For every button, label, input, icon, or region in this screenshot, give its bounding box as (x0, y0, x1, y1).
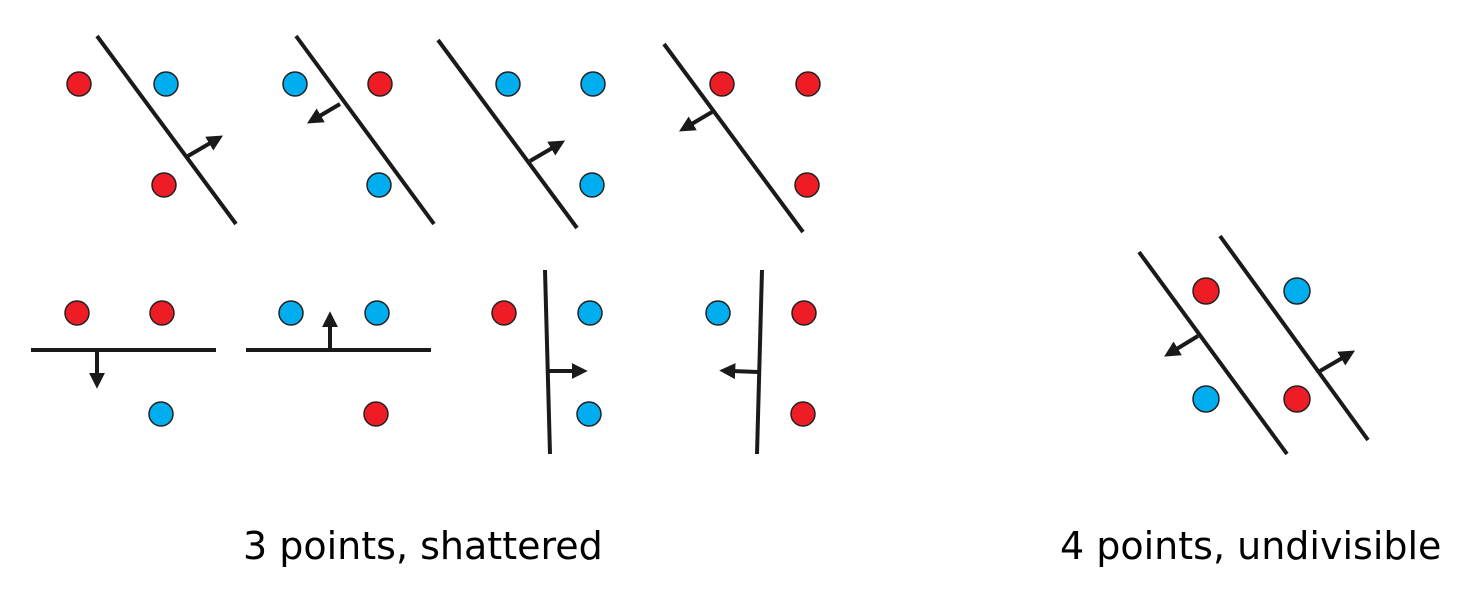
undivisible-config (1137, 234, 1370, 456)
point-blue (364, 300, 390, 326)
caption-shattered: 3 points, shattered (243, 524, 603, 568)
point-red (363, 401, 389, 427)
point-blue (282, 71, 308, 97)
point-blue (366, 172, 392, 198)
separating-line (755, 269, 764, 455)
point-red (791, 300, 817, 326)
shatter-config-4 (662, 42, 821, 234)
point-blue (153, 71, 179, 97)
separating-line (294, 34, 436, 226)
shatter-config-8 (705, 269, 817, 455)
point-blue (579, 172, 605, 198)
point-red (367, 71, 393, 97)
normal-arrow-icon (528, 140, 566, 163)
point-red (790, 401, 816, 427)
shatter-config-3 (436, 38, 606, 230)
shatter-config-7 (491, 269, 603, 455)
separating-line (543, 269, 552, 455)
point-red (149, 300, 175, 326)
separating-line (436, 38, 579, 230)
caption-undivisible: 4 points, undivisible (1060, 524, 1442, 568)
shatter-config-1 (66, 34, 238, 226)
shatter-config-5 (31, 300, 216, 427)
point-blue (495, 71, 521, 97)
separating-line (662, 42, 805, 234)
shatter-config-2 (282, 34, 436, 226)
point-red (66, 71, 92, 97)
point-red (1283, 385, 1311, 413)
separating-line (95, 34, 238, 226)
point-blue (576, 401, 602, 427)
point-red (709, 71, 735, 97)
point-red (491, 300, 517, 326)
normal-arrow-icon (719, 363, 759, 380)
point-blue (1283, 277, 1311, 305)
normal-arrow-icon (1318, 350, 1356, 373)
shatter-config-6 (246, 300, 431, 427)
normal-arrow-icon (678, 110, 714, 132)
normal-arrow-icon (306, 102, 342, 124)
point-red (151, 172, 177, 198)
point-blue (577, 300, 603, 326)
normal-arrow-icon (186, 135, 224, 158)
point-red (794, 172, 820, 198)
point-red (1192, 277, 1220, 305)
point-blue (705, 300, 731, 326)
point-red (64, 300, 90, 326)
normal-arrow-icon (1164, 334, 1200, 357)
point-blue (1192, 385, 1220, 413)
separating-line-left (1137, 250, 1289, 456)
point-blue (580, 71, 606, 97)
point-blue (148, 401, 174, 427)
separating-line-right (1218, 234, 1370, 442)
point-red (795, 71, 821, 97)
point-blue (278, 300, 304, 326)
